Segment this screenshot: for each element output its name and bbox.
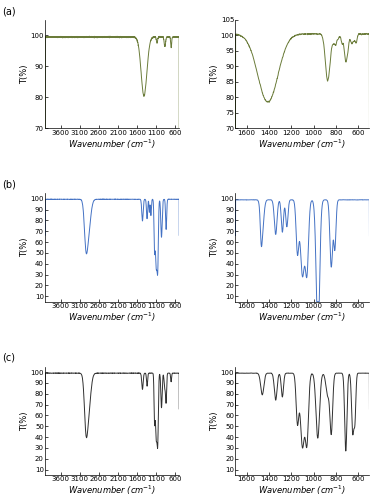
X-axis label: Wavenumber (cm$^{-1}$): Wavenumber (cm$^{-1}$) bbox=[258, 137, 346, 150]
Y-axis label: T(%): T(%) bbox=[210, 238, 219, 257]
Text: (b): (b) bbox=[2, 180, 16, 190]
Text: (a): (a) bbox=[2, 6, 15, 16]
Y-axis label: T(%): T(%) bbox=[20, 64, 29, 84]
Y-axis label: T(%): T(%) bbox=[210, 411, 219, 430]
Text: (c): (c) bbox=[2, 352, 15, 362]
X-axis label: Wavenumber (cm$^{-1}$): Wavenumber (cm$^{-1}$) bbox=[68, 484, 156, 497]
X-axis label: Wavenumber (cm$^{-1}$): Wavenumber (cm$^{-1}$) bbox=[68, 310, 156, 324]
Y-axis label: T(%): T(%) bbox=[210, 64, 219, 84]
Y-axis label: T(%): T(%) bbox=[20, 411, 29, 430]
Y-axis label: T(%): T(%) bbox=[20, 238, 29, 257]
X-axis label: Wavenumber (cm$^{-1}$): Wavenumber (cm$^{-1}$) bbox=[258, 484, 346, 497]
X-axis label: Wavenumber (cm$^{-1}$): Wavenumber (cm$^{-1}$) bbox=[258, 310, 346, 324]
X-axis label: Wavenumber (cm$^{-1}$): Wavenumber (cm$^{-1}$) bbox=[68, 137, 156, 150]
